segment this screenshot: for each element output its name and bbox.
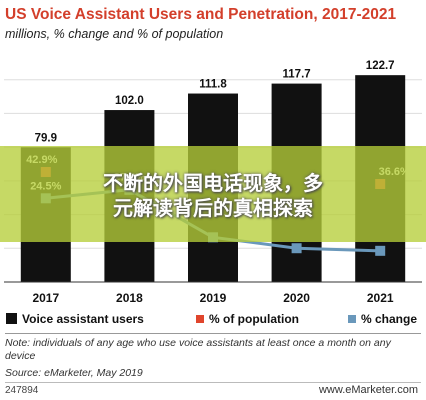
legend-label-change: % change — [361, 312, 418, 326]
x-tick-label: 2021 — [367, 291, 394, 305]
change-point — [375, 245, 386, 256]
legend-swatch-population — [196, 315, 204, 323]
bar-value-label: 111.8 — [199, 79, 227, 91]
watermark-line-2: 元解读背后的真相探索 — [113, 198, 313, 220]
note-divider — [5, 333, 421, 334]
change-point — [291, 243, 302, 254]
bar-value-label: 122.7 — [366, 60, 395, 72]
bar-value-label: 117.7 — [283, 69, 311, 81]
x-tick-label: 2019 — [200, 291, 227, 305]
legend-label-users: Voice assistant users — [22, 312, 144, 326]
chart-id: 247894 — [5, 385, 39, 396]
watermark-text: 不断的外国电话现象，多 元解读背后的真相探索 — [0, 172, 426, 222]
watermark-line-1: 不断的外国电话现象，多 — [103, 173, 323, 195]
chart-source: Source: eMarketer, May 2019 — [5, 367, 143, 379]
legend: Voice assistant users % of population % … — [6, 312, 426, 330]
legend-swatch-change — [348, 315, 356, 323]
chart-subtitle: millions, % change and % of population — [5, 27, 224, 41]
legend-item-change: % change — [348, 312, 417, 326]
legend-label-population: % of population — [209, 312, 299, 326]
x-tick-label: 2020 — [283, 291, 310, 305]
legend-swatch-users — [6, 313, 17, 324]
footer-divider — [5, 382, 421, 383]
legend-item-users: Voice assistant users — [6, 312, 144, 326]
chart-title: US Voice Assistant Users and Penetration… — [5, 6, 397, 23]
x-tick-label: 2017 — [32, 291, 59, 305]
chart-note: Note: individuals of any age who use voi… — [5, 337, 391, 362]
watermark-banner — [0, 146, 426, 242]
bar-value-label: 79.9 — [35, 132, 57, 144]
bar-value-label: 102.0 — [115, 95, 144, 107]
x-tick-label: 2018 — [116, 291, 143, 305]
brand-logo: www.eMarketer.com — [318, 384, 418, 396]
legend-item-population: % of population — [196, 312, 299, 326]
